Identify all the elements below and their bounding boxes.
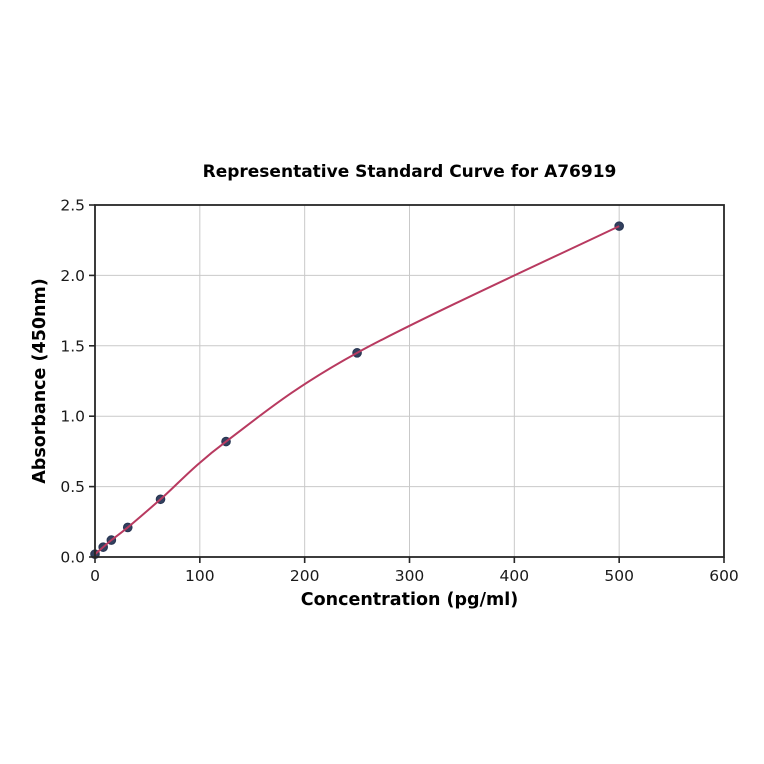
chart-title: Representative Standard Curve for A76919: [202, 162, 617, 182]
standard-curve-line: [94, 225, 620, 555]
y-tick-label: 0.5: [60, 478, 85, 496]
x-tick-label: 300: [395, 567, 425, 585]
x-tick-label: 600: [709, 567, 739, 585]
y-tick-label: 2.5: [60, 197, 85, 215]
x-axis-label: Concentration (pg/ml): [300, 590, 519, 610]
y-tick-label: 1.0: [60, 408, 85, 426]
y-axis-label: Absorbance (450nm): [30, 278, 50, 484]
x-tick-label: 200: [290, 567, 320, 585]
x-tick-label: 500: [604, 567, 634, 585]
x-tick-label: 400: [500, 567, 530, 585]
x-tick-label: 100: [185, 567, 215, 585]
y-tick-label: 2.0: [60, 267, 85, 285]
y-tick-label: 1.5: [60, 337, 85, 355]
x-tick-label: 0: [90, 567, 100, 585]
y-tick-label: 0.0: [60, 549, 85, 567]
